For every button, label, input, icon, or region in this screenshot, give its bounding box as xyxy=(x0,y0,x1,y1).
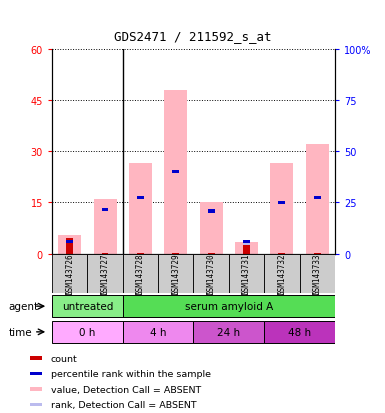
Text: GSM143727: GSM143727 xyxy=(100,253,110,294)
Text: GSM143729: GSM143729 xyxy=(171,253,180,294)
Text: value, Detection Call = ABSENT: value, Detection Call = ABSENT xyxy=(51,385,201,394)
Bar xyxy=(52,254,87,293)
Bar xyxy=(278,253,285,254)
Bar xyxy=(94,199,117,254)
Bar xyxy=(30,403,42,406)
Text: 4 h: 4 h xyxy=(150,327,166,337)
Bar xyxy=(314,196,321,199)
Bar xyxy=(278,253,285,254)
Bar xyxy=(137,253,144,254)
Bar xyxy=(193,321,264,343)
Bar xyxy=(102,208,109,211)
Bar xyxy=(102,253,109,254)
Bar xyxy=(172,171,179,174)
Bar xyxy=(243,240,250,244)
Bar xyxy=(52,295,123,318)
Bar xyxy=(314,253,321,254)
Bar xyxy=(158,254,193,293)
Text: rank, Detection Call = ABSENT: rank, Detection Call = ABSENT xyxy=(51,400,196,409)
Text: untreated: untreated xyxy=(62,301,113,311)
Bar xyxy=(270,164,293,254)
Bar xyxy=(30,372,42,375)
Text: 24 h: 24 h xyxy=(217,327,240,337)
Bar xyxy=(300,254,335,293)
Bar xyxy=(66,239,73,254)
Text: time: time xyxy=(8,327,32,337)
Bar xyxy=(87,254,123,293)
Bar xyxy=(200,203,223,254)
Bar xyxy=(129,164,152,254)
Bar xyxy=(229,254,264,293)
Bar xyxy=(172,253,179,254)
Text: 0 h: 0 h xyxy=(79,327,95,337)
Bar xyxy=(137,253,144,254)
Text: serum amyloid A: serum amyloid A xyxy=(185,301,273,311)
Text: GSM143730: GSM143730 xyxy=(207,253,216,294)
Text: GSM143728: GSM143728 xyxy=(136,253,145,294)
Bar xyxy=(172,253,179,254)
Text: GSM143726: GSM143726 xyxy=(65,253,74,294)
Bar xyxy=(66,242,73,254)
Bar xyxy=(164,90,187,254)
Text: GSM143732: GSM143732 xyxy=(277,253,286,294)
Bar xyxy=(208,253,214,254)
Bar xyxy=(30,387,42,391)
Text: GSM143731: GSM143731 xyxy=(242,253,251,294)
Bar xyxy=(102,253,109,254)
Bar xyxy=(208,253,214,254)
Bar xyxy=(193,254,229,293)
Bar xyxy=(208,210,214,213)
Text: GDS2471 / 211592_s_at: GDS2471 / 211592_s_at xyxy=(114,31,271,43)
Text: 48 h: 48 h xyxy=(288,327,311,337)
Text: percentile rank within the sample: percentile rank within the sample xyxy=(51,369,211,378)
Bar xyxy=(243,242,250,254)
Bar xyxy=(66,240,73,244)
Bar xyxy=(58,235,81,254)
Bar xyxy=(264,321,335,343)
Bar xyxy=(30,356,42,360)
Text: agent: agent xyxy=(8,301,38,311)
Bar xyxy=(278,201,285,204)
Bar xyxy=(235,242,258,254)
Text: GSM143733: GSM143733 xyxy=(313,253,322,294)
Bar xyxy=(52,321,123,343)
Bar xyxy=(123,321,193,343)
Bar xyxy=(243,245,250,254)
Bar xyxy=(123,254,158,293)
Bar xyxy=(137,196,144,199)
Text: count: count xyxy=(51,354,77,363)
Bar xyxy=(306,145,329,254)
Bar xyxy=(123,295,335,318)
Bar xyxy=(314,253,321,254)
Bar xyxy=(264,254,300,293)
